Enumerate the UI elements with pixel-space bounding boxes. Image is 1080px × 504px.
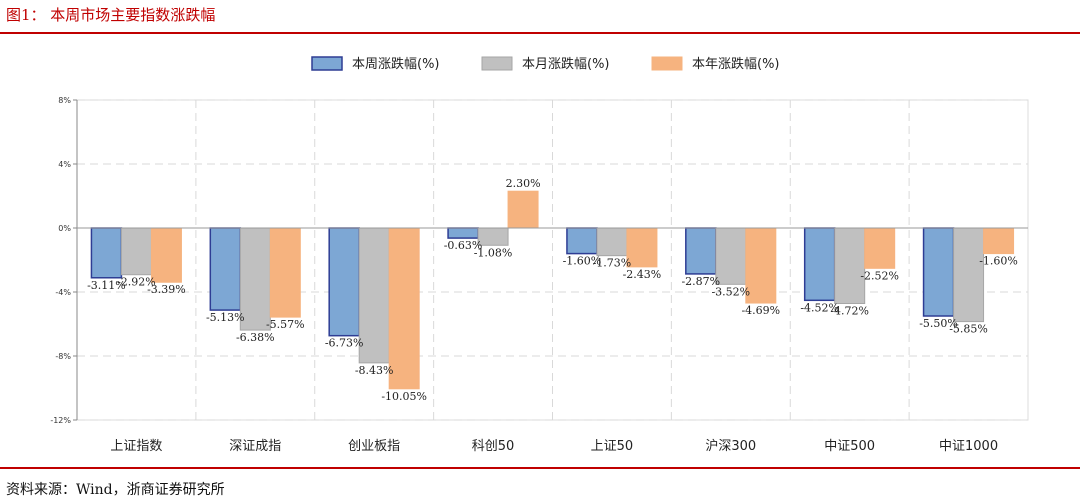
- x-category-label: 上证指数: [110, 439, 162, 454]
- bar: [983, 227, 1015, 255]
- bar: [239, 227, 271, 331]
- data-label: -6.73%: [325, 337, 364, 350]
- x-category-label: 沪深300: [705, 438, 756, 454]
- data-label: -8.43%: [355, 364, 394, 377]
- bar: [803, 227, 836, 302]
- bar: [834, 227, 866, 305]
- data-label: -6.38%: [236, 331, 275, 344]
- data-label: -2.43%: [623, 268, 662, 281]
- data-labels: -3.11%-2.92%-3.39% -5.13% -6.38%-5.57% -6.7…: [87, 177, 1018, 403]
- x-category-label: 上证50: [591, 439, 634, 454]
- y-tick-label: -4%: [55, 288, 71, 297]
- bar: [328, 227, 360, 337]
- bar: [566, 227, 598, 255]
- bar-series: [90, 190, 1015, 390]
- bar: [269, 227, 301, 318]
- x-axis: 上证指数 深证成指 创业板指 科创50 上证50 沪深300 中证500 中证1000: [77, 227, 1028, 454]
- bar: [685, 227, 717, 275]
- data-label: -5.57%: [266, 318, 305, 331]
- data-label: -3.11%: [87, 279, 126, 292]
- data-label: -1.60%: [979, 255, 1018, 268]
- legend-swatch: [651, 56, 683, 71]
- data-label: -2.92%: [117, 276, 156, 289]
- data-label: -0.63%: [444, 239, 483, 252]
- data-label: -5.13%: [206, 311, 245, 324]
- source-note: 资料来源：Wind，浙商证券研究所: [6, 482, 225, 498]
- legend-swatch: [481, 56, 513, 71]
- x-category-label: 深证成指: [229, 439, 281, 454]
- bar: [477, 227, 509, 246]
- data-label: -5.85%: [949, 323, 988, 336]
- y-tick-label: -8%: [55, 352, 71, 361]
- bar: [626, 227, 658, 268]
- data-label: -2.87%: [681, 275, 720, 288]
- data-label: -1.08%: [474, 246, 513, 259]
- x-category-label: 科创50: [472, 439, 515, 454]
- bar: [745, 227, 777, 304]
- bar: [150, 227, 182, 283]
- legend-label: 本年涨跌幅(%): [692, 56, 780, 72]
- data-label: -3.52%: [711, 285, 750, 298]
- bottom-rule: [0, 467, 1080, 469]
- y-axis: 8% 4% 0% -4% -8% -12%: [50, 96, 78, 425]
- bar: [447, 227, 479, 239]
- bar: [388, 227, 420, 390]
- x-category-label: 中证1000: [939, 439, 998, 454]
- data-label: -4.69%: [741, 304, 780, 317]
- legend-label: 本周涨跌幅(%): [352, 56, 440, 72]
- x-category-label: 中证500: [824, 439, 875, 454]
- bar: [90, 227, 123, 279]
- legend-swatch: [311, 56, 343, 71]
- data-label: -4.52%: [800, 301, 839, 314]
- legend-label: 本月涨跌幅(%): [522, 56, 610, 72]
- bar: [864, 227, 896, 269]
- bar: [209, 227, 242, 311]
- data-label: -4.72%: [830, 305, 869, 318]
- data-label: -1.60%: [563, 255, 602, 268]
- figure-title: 图1： 本周市场主要指数涨跌幅: [6, 6, 216, 24]
- bar: [922, 227, 955, 317]
- x-category-label: 创业板指: [348, 439, 400, 454]
- top-rule: [0, 32, 1080, 34]
- y-tick-label: -12%: [50, 416, 71, 425]
- bar: [358, 227, 390, 364]
- data-label: -2.52%: [860, 269, 899, 282]
- bar: [596, 227, 628, 257]
- data-label: -5.50%: [919, 317, 958, 330]
- data-label: 2.30%: [506, 177, 541, 190]
- y-tick-label: 4%: [58, 160, 71, 169]
- data-label: -3.39%: [147, 283, 186, 296]
- bar: [953, 227, 985, 323]
- y-tick-label: 8%: [58, 96, 71, 105]
- bar: [507, 190, 539, 229]
- data-label: -1.73%: [593, 257, 632, 270]
- bar: [120, 227, 152, 276]
- data-label: -10.05%: [381, 390, 427, 403]
- bar: [715, 227, 747, 285]
- bar-chart: 本周涨跌幅(%) 本月涨跌幅(%) 本年涨跌幅(%) 8% 4% 0% -4% -8% -12…: [50, 56, 1029, 454]
- chart-legend: 本周涨跌幅(%) 本月涨跌幅(%) 本年涨跌幅(%): [311, 56, 780, 72]
- y-tick-label: 0%: [58, 224, 71, 233]
